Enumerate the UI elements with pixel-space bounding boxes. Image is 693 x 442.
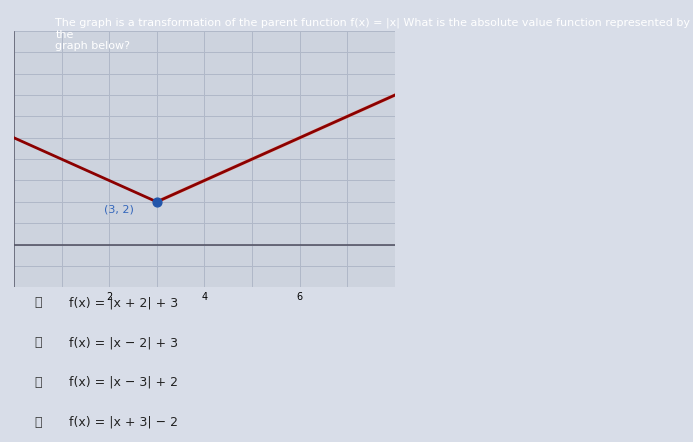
Text: Ⓒ: Ⓒ bbox=[35, 376, 42, 389]
Point bbox=[151, 198, 162, 206]
Text: (3, 2): (3, 2) bbox=[105, 205, 134, 214]
Text: f(x) = |x − 3| + 2: f(x) = |x − 3| + 2 bbox=[69, 376, 178, 389]
Text: Ⓓ: Ⓓ bbox=[35, 416, 42, 429]
Text: The graph is a transformation of the parent function f(x) = |x| What is the abso: The graph is a transformation of the par… bbox=[55, 18, 690, 51]
Text: Ⓐ: Ⓐ bbox=[35, 297, 42, 309]
Text: f(x) = |x + 3| − 2: f(x) = |x + 3| − 2 bbox=[69, 416, 178, 429]
Text: Ⓑ: Ⓑ bbox=[35, 336, 42, 349]
Text: f(x) = |x − 2| + 3: f(x) = |x − 2| + 3 bbox=[69, 336, 178, 349]
Text: f(x) = |x + 2| + 3: f(x) = |x + 2| + 3 bbox=[69, 297, 178, 309]
